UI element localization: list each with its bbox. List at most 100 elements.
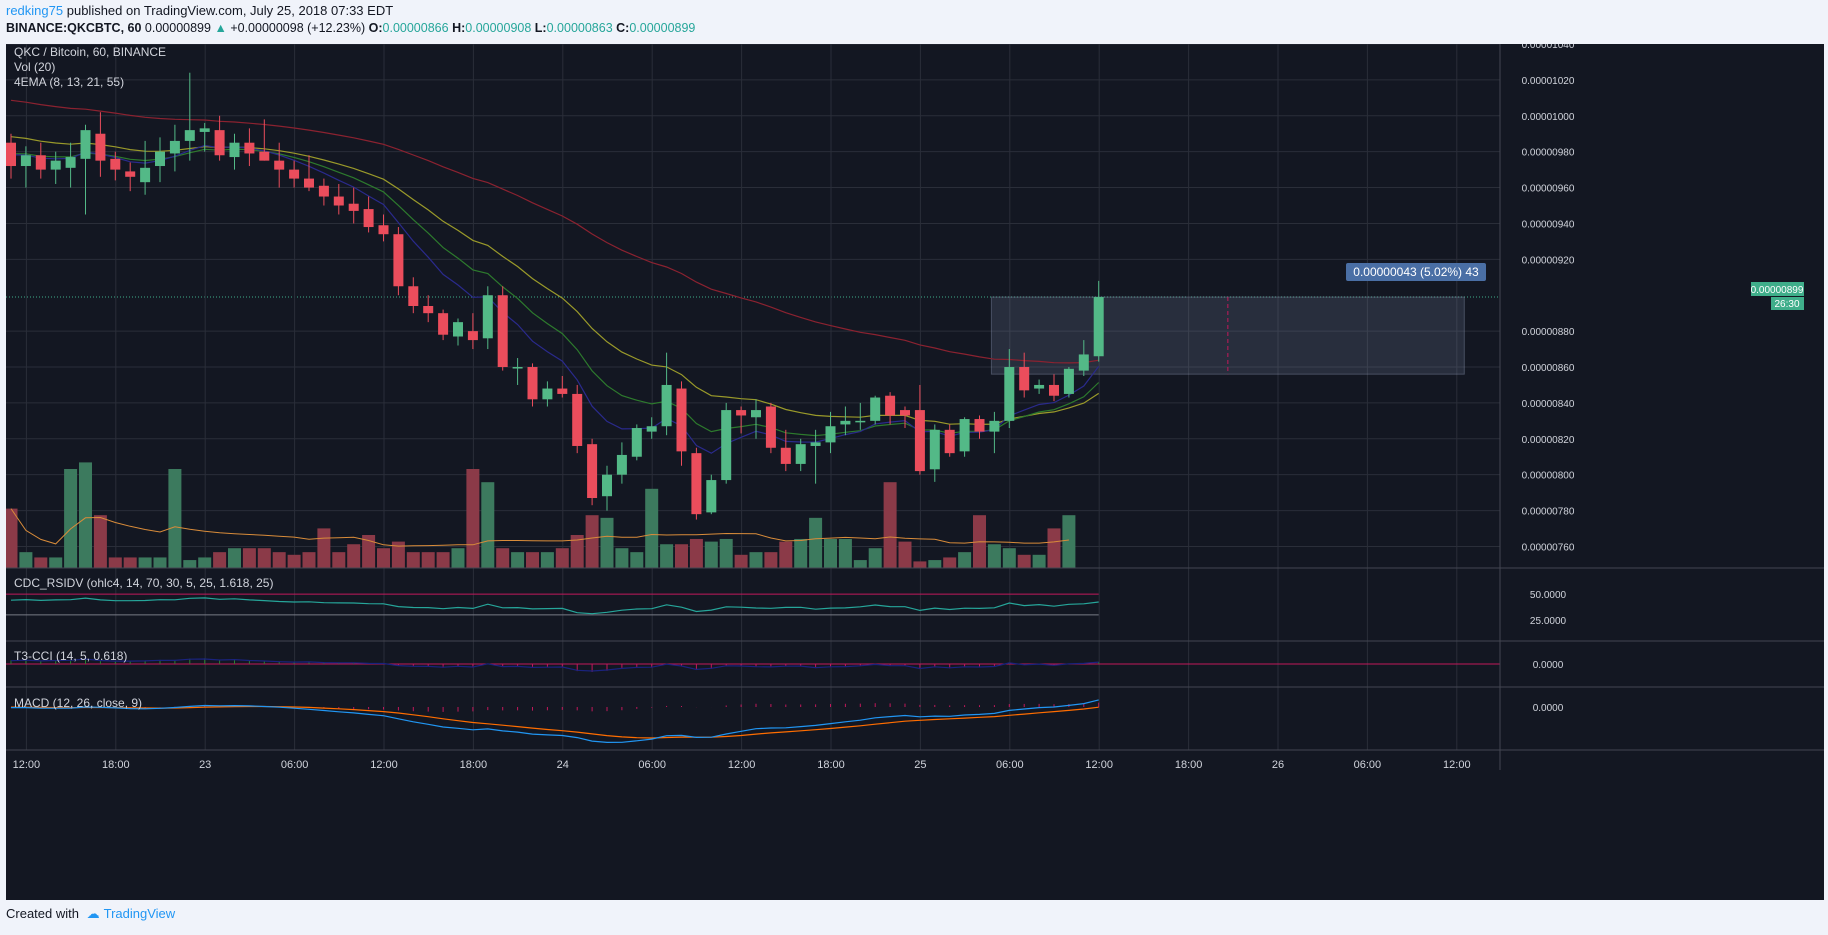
volume-bar <box>228 548 241 568</box>
candle <box>110 151 121 181</box>
countdown-bg <box>1771 297 1804 310</box>
candle <box>6 133 16 179</box>
candle <box>1049 374 1059 402</box>
legend-rsi[interactable]: CDC_RSIDV (ohlc4, 14, 70, 30, 5, 25, 1.6… <box>14 576 273 590</box>
time-tick-label: 12:00 <box>13 759 41 771</box>
volume-bar <box>496 548 510 568</box>
volume-bar <box>600 517 614 568</box>
volume-bar <box>526 552 539 568</box>
candle <box>318 178 329 206</box>
candle-body <box>587 444 598 499</box>
last-price: 0.00000899 <box>144 21 211 35</box>
price-tick-label: 0.00001020 <box>1522 76 1575 87</box>
rsi-tick-label: 25.0000 <box>1530 616 1567 627</box>
volume-bar <box>1002 548 1016 568</box>
tradingview-brand-link[interactable]: TradingView <box>103 906 176 921</box>
legend-title[interactable]: QKC / Bitcoin, 60, BINANCE <box>14 45 166 59</box>
price-tick-label: 0.00000980 <box>1522 148 1575 159</box>
candle <box>20 146 31 188</box>
candle <box>512 358 523 385</box>
candle-body <box>393 234 404 287</box>
measure-range-tool[interactable] <box>990 296 1465 375</box>
candle <box>989 411 1000 454</box>
tradingview-logo-icon[interactable]: ☁ <box>86 906 100 921</box>
price-badge-bg <box>1751 282 1804 296</box>
candle-body <box>348 203 359 211</box>
volume-bar <box>883 482 897 568</box>
candle-body <box>1049 384 1059 396</box>
volume-bar <box>943 557 957 568</box>
legend: QKC / Bitcoin, 60, BINANCE Vol (20) 4EMA… <box>14 45 273 710</box>
author-link[interactable]: redking75 <box>6 3 64 18</box>
chart-canvas[interactable]: 0.00001040 0.00001020 0.00001000 0.00000980… <box>6 44 1824 900</box>
candle <box>408 277 419 314</box>
measure-label-bg <box>1346 263 1486 281</box>
price-tick-label: 0.00000780 <box>1522 507 1575 518</box>
candle <box>229 133 240 170</box>
candle-body <box>6 142 16 167</box>
published-text: published on TradingView.com, July 25, 2… <box>66 3 394 18</box>
candle-body <box>721 410 732 481</box>
candle <box>721 402 732 484</box>
candle <box>646 417 657 439</box>
change-arrow: ▲ <box>214 21 227 35</box>
candle <box>438 309 449 341</box>
candle-body <box>646 426 657 432</box>
volume-bar <box>987 544 1001 568</box>
countdown-text: 26:30 <box>1774 299 1799 310</box>
candle-body <box>110 158 121 170</box>
candle-body <box>423 306 434 314</box>
indicator-panes <box>6 593 1500 744</box>
candle <box>751 399 761 439</box>
candle-body <box>885 395 896 416</box>
time-tick-label: 24 <box>557 759 569 771</box>
legend-cci[interactable]: T3-CCI (14, 5, 0.618) <box>14 649 127 663</box>
candle <box>50 151 61 184</box>
price-badge-text: 0.00000899 <box>1751 285 1804 296</box>
candle-body <box>676 388 687 452</box>
candle-body <box>333 196 344 206</box>
legend-macd[interactable]: MACD (12, 26, close, 9) <box>14 696 142 710</box>
volume-bar <box>868 548 882 568</box>
candle <box>631 424 642 461</box>
candle-body <box>50 160 61 170</box>
candle-body <box>378 225 389 235</box>
volume-bar <box>585 515 599 568</box>
legend-ema[interactable]: 4EMA (8, 13, 21, 55) <box>14 75 124 89</box>
candle <box>244 128 255 167</box>
price-tick-label: 0.00000820 <box>1522 435 1575 446</box>
candle-body <box>929 429 940 470</box>
volume-bar <box>675 544 688 568</box>
candle-body <box>765 406 776 448</box>
candle <box>914 384 925 475</box>
candle-body <box>825 426 836 443</box>
volume-bar <box>153 557 167 568</box>
volume-bar <box>302 552 316 568</box>
candle <box>900 406 910 429</box>
time-tick-label: 12:00 <box>728 759 756 771</box>
volume-bar <box>824 538 837 568</box>
candle <box>706 474 717 515</box>
candle <box>959 417 970 457</box>
candle <box>825 411 836 454</box>
candle <box>184 72 195 161</box>
legend-volume[interactable]: Vol (20) <box>14 60 55 74</box>
candle-body <box>80 130 91 159</box>
volume-bar <box>809 517 823 568</box>
candle-body <box>691 453 702 515</box>
candle <box>691 447 702 520</box>
volume-bar <box>436 552 450 568</box>
candle-body <box>557 388 568 394</box>
volume-bar <box>689 538 703 568</box>
high-label: H: <box>452 21 466 35</box>
candle <box>676 381 687 466</box>
candle-body <box>527 367 538 400</box>
candle-body <box>661 384 672 427</box>
chart-header: redking75 published on TradingView.com, … <box>6 0 1816 44</box>
candle-body <box>229 142 240 158</box>
candle-body <box>810 442 821 446</box>
volume-ma-line <box>10 508 1069 547</box>
volume-bar <box>198 557 212 568</box>
candle-body <box>840 420 851 425</box>
volume-bar <box>660 544 674 568</box>
